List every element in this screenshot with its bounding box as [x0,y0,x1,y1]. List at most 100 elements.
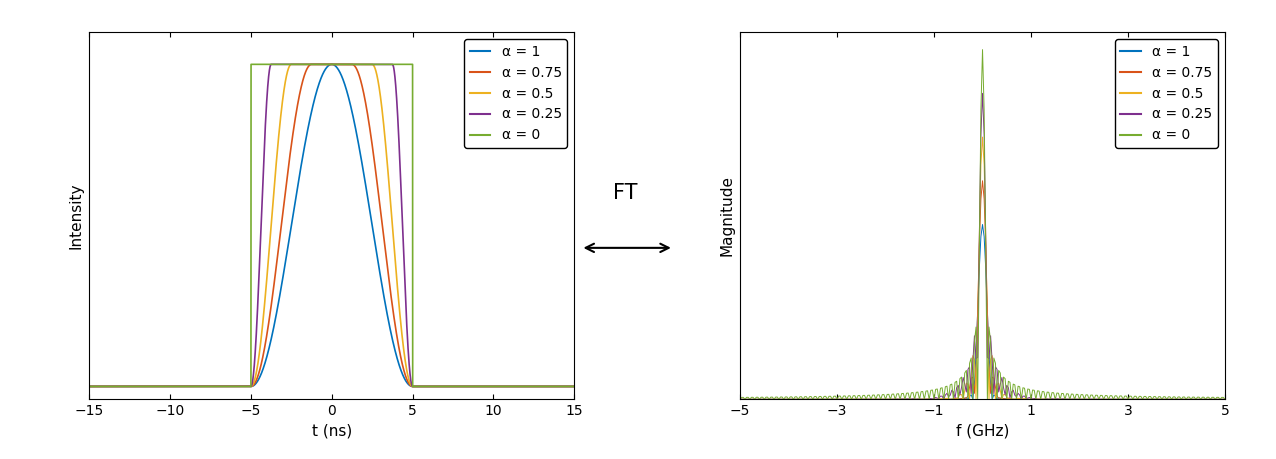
α = 0.25 [1067,397,1082,402]
α = 1 [533,384,549,389]
α = 0.25 [946,389,961,395]
α = 0.25 [1116,397,1132,402]
α = 0.25 [930,395,946,401]
α = 0 [283,62,299,67]
α = 1 [82,384,97,389]
α = 0.5 [1115,397,1131,402]
α = 1 [1217,397,1233,402]
X-axis label: f (GHz): f (GHz) [956,424,1009,439]
α = 0 [441,384,457,389]
α = 0.25 [1217,397,1233,402]
α = 1 [1143,397,1159,402]
α = 0 [1067,397,1082,402]
α = 1 [390,358,406,363]
α = 0.25 [732,397,748,402]
α = 0.75 [1115,397,1131,402]
α = 0.5 [82,384,97,389]
α = 0.25 [283,62,299,67]
α = 0.25 [461,384,476,389]
α = 0.75 [1217,397,1233,402]
α = 0.5 [441,384,457,389]
α = 0.25 [1145,397,1160,402]
α = 0.5 [1217,397,1233,402]
α = 1 [1065,397,1081,402]
α = 0.5 [732,397,748,402]
α = 0 [390,62,406,67]
α = 0.75 [1213,397,1229,402]
α = 0.25 [119,384,134,389]
α = 1 [1183,397,1198,402]
Line: α = 0: α = 0 [89,64,574,386]
Y-axis label: Magnitude: Magnitude [720,175,735,256]
α = 1 [461,384,476,389]
α = 0.5 [533,384,549,389]
α = 0 [1217,397,1233,402]
α = 0.25 [1185,397,1201,402]
α = 0.25 [441,384,457,389]
α = 0.75 [567,384,582,389]
α = 0.75 [119,384,134,389]
α = 1 [283,224,299,230]
X-axis label: t (ns): t (ns) [311,424,352,439]
α = 0 [928,386,943,392]
α = 0 [244,62,259,67]
α = 0.5 [283,62,299,67]
Legend: α = 1, α = 0.75, α = 0.5, α = 0.25, α = 0: α = 1, α = 0.75, α = 0.5, α = 0.25, α = … [464,39,568,148]
α = 1 [441,384,457,389]
α = 0.25 [567,384,582,389]
α = 0.5 [461,384,476,389]
α = 0 [944,381,960,387]
α = 0.5 [1183,397,1198,402]
Line: α = 0.5: α = 0.5 [740,137,1225,399]
Line: α = 1: α = 1 [89,64,574,386]
α = 0 [533,384,549,389]
α = 0.5 [390,288,406,294]
α = 0.75 [732,397,748,402]
α = 0.25 [390,115,406,120]
Line: α = 0.25: α = 0.25 [89,64,574,386]
α = 0 [1145,397,1160,402]
α = 0.75 [304,62,319,67]
α = 0.25 [264,62,279,67]
α = 0 [119,384,134,389]
α = 0.75 [1143,397,1159,402]
α = 0 [975,47,990,52]
α = 0.5 [1143,397,1159,402]
α = 0.5 [928,397,943,402]
α = 0 [1116,393,1132,399]
α = 0.75 [461,384,476,389]
α = 1 [119,384,134,389]
Line: α = 0.75: α = 0.75 [89,64,574,386]
α = 0.25 [533,384,549,389]
Line: α = 0: α = 0 [740,50,1225,399]
Line: α = 0.5: α = 0.5 [89,64,574,386]
α = 0.75 [944,397,960,402]
α = 0.5 [975,134,990,140]
α = 0.25 [762,397,777,402]
Line: α = 0.25: α = 0.25 [740,93,1225,399]
α = 0.75 [928,397,943,402]
α = 0.75 [1065,397,1081,402]
α = 0.75 [975,178,990,184]
α = 0.5 [944,396,960,402]
Line: α = 1: α = 1 [740,224,1225,399]
α = 1 [1115,397,1131,402]
α = 0 [1185,394,1201,400]
α = 0 [567,384,582,389]
Y-axis label: Intensity: Intensity [69,183,84,249]
α = 0.75 [533,384,549,389]
α = 0.75 [283,144,299,150]
α = 0 [732,397,748,402]
α = 1 [928,397,943,402]
Line: α = 0.75: α = 0.75 [740,181,1225,399]
α = 0.75 [390,338,406,344]
α = 1 [567,384,582,389]
α = 0 [980,397,995,402]
α = 0.75 [441,384,457,389]
α = 0 [82,384,97,389]
α = 0.5 [1065,397,1081,402]
Legend: α = 1, α = 0.75, α = 0.5, α = 0.25, α = 0: α = 1, α = 0.75, α = 0.5, α = 0.25, α = … [1115,39,1219,148]
α = 1 [975,222,990,227]
α = 0.5 [119,384,134,389]
α = 1 [324,62,339,67]
